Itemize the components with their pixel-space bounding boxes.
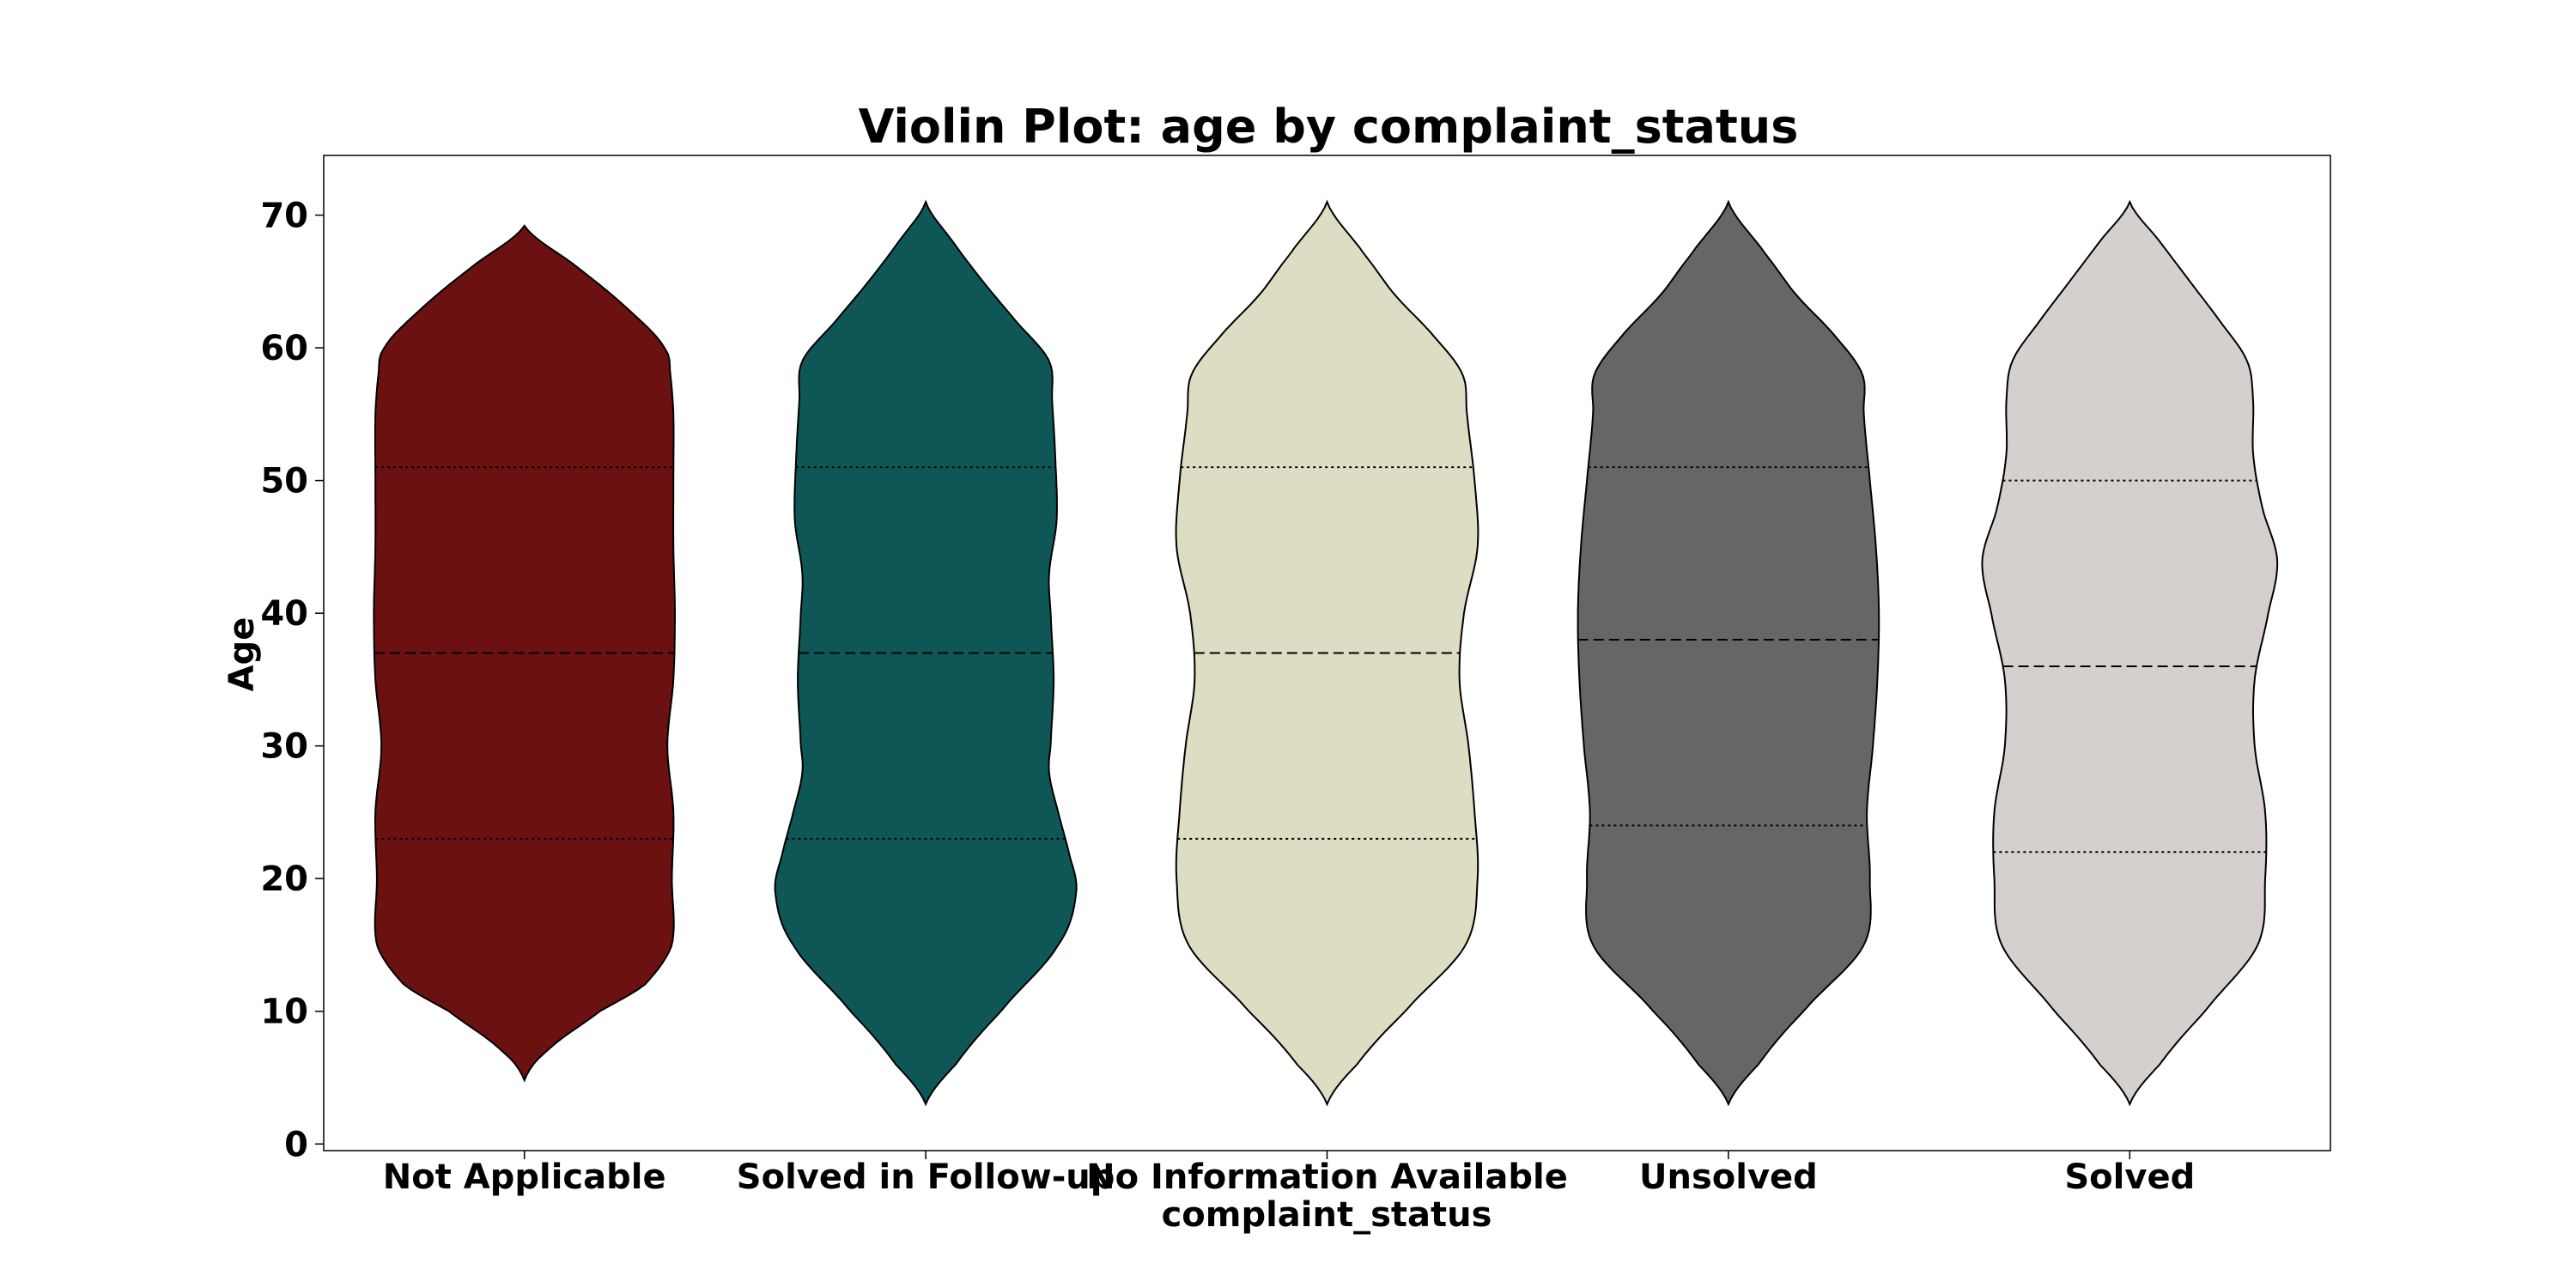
x-tick-label-solved-in-follow-up: Solved in Follow-up	[737, 1157, 1115, 1197]
x-axis-label: complaint_status	[1162, 1195, 1492, 1235]
violin-solved	[1981, 199, 2279, 1107]
violin-solved-in-follow-up	[774, 199, 1078, 1107]
y-tick-label: 40	[260, 594, 308, 634]
violin-unsolved	[1577, 199, 1880, 1107]
y-tick-label: 20	[260, 860, 308, 899]
y-tick-label: 30	[260, 727, 308, 767]
y-axis-label: Age	[222, 617, 262, 692]
y-tick-label: 70	[260, 197, 308, 236]
violin-not-applicable	[373, 224, 676, 1083]
x-tick-label-not-applicable: Not Applicable	[383, 1157, 666, 1197]
x-tick-label-no-information-available: No Information Available	[1086, 1157, 1568, 1197]
violin-body-unsolved	[1577, 199, 1880, 1107]
violin-group	[373, 199, 2279, 1107]
violin-body-solved	[1981, 199, 2279, 1107]
y-tick-label: 0	[284, 1125, 308, 1164]
x-tick-label-unsolved: Unsolved	[1639, 1157, 1818, 1197]
y-tick-label: 50	[260, 462, 308, 501]
chart-title: Violin Plot: age by complaint_status	[859, 100, 1799, 154]
y-tick-label: 10	[260, 993, 308, 1032]
y-axis: 0 10 20 30 40 50 60 70	[260, 197, 324, 1164]
violin-no-information-available	[1175, 199, 1479, 1107]
y-tick-label: 60	[260, 329, 308, 368]
violin-body-not-applicable	[373, 224, 676, 1083]
x-tick-label-solved: Solved	[2064, 1157, 2195, 1197]
